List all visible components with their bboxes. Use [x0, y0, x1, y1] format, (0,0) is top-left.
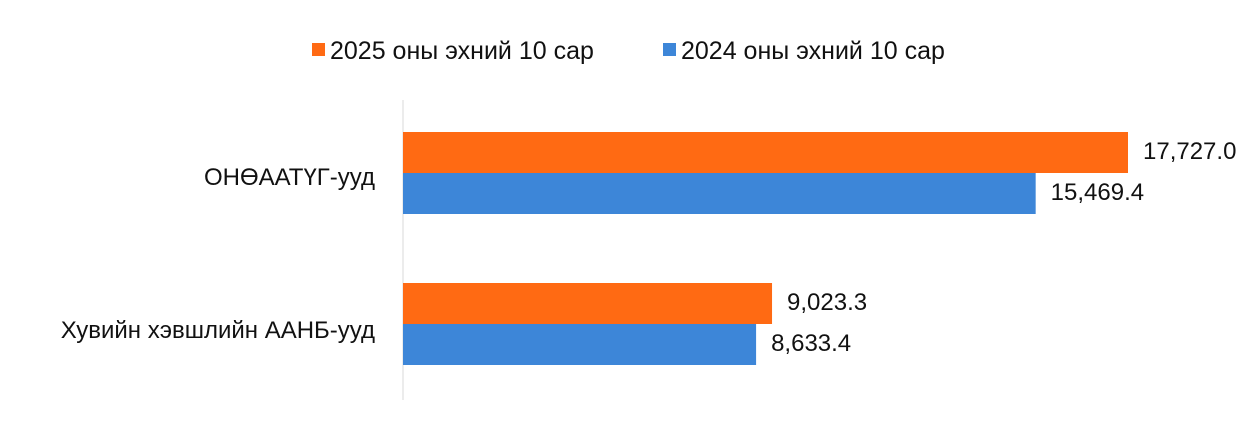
- legend-swatch-2024: [663, 43, 676, 56]
- bars-group: [403, 132, 1128, 365]
- value-label-2024-cat1: 8,633.4: [771, 330, 851, 357]
- bar-2025-cat0: [403, 132, 1128, 173]
- legend-label-2024: 2024 оны эхний 10 сар: [681, 37, 945, 65]
- value-label-2025-cat0: 17,727.0: [1143, 138, 1236, 165]
- value-labels-group: 17,727.0 9,023.3 15,469.4 8,633.4: [771, 138, 1236, 357]
- legend-swatch-2025: [312, 43, 325, 56]
- bar-2024-cat0: [403, 173, 1036, 214]
- category-label-onoaatug: ОНӨААТҮГ-ууд: [204, 164, 375, 191]
- category-label-private: Хувийн хэвшлийн ААНБ-ууд: [61, 317, 375, 344]
- value-label-2024-cat0: 15,469.4: [1051, 179, 1144, 206]
- legend: 2025 оны эхний 10 сар 2024 оны эхний 10 …: [312, 37, 945, 65]
- bar-2025-cat1: [403, 283, 773, 324]
- value-label-2025-cat1: 9,023.3: [787, 289, 867, 316]
- bar-2024-cat1: [403, 324, 757, 365]
- legend-label-2025: 2025 оны эхний 10 сар: [330, 37, 594, 65]
